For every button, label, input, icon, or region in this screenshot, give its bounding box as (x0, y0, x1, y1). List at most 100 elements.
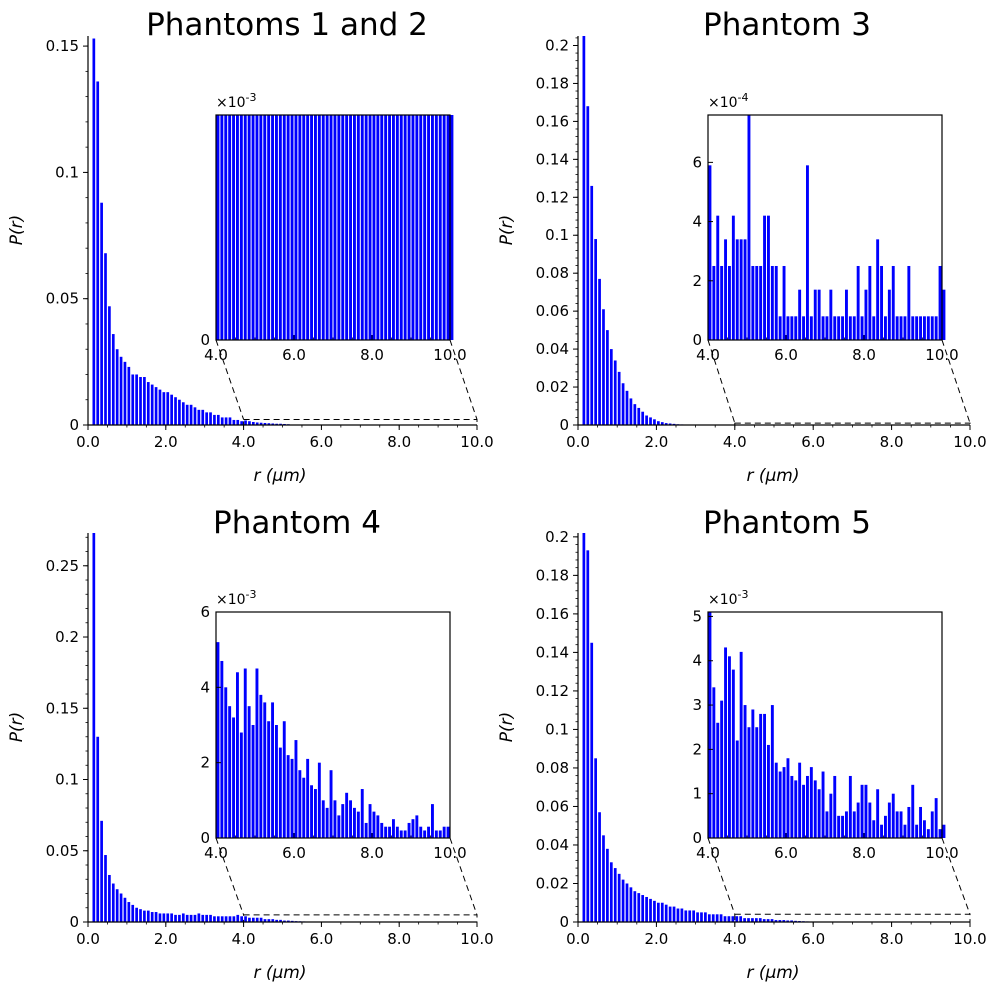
inset-bar (298, 770, 302, 838)
x-axis-label: r (μm) (253, 466, 306, 486)
multiplier-base: ×10 (216, 95, 246, 111)
bar (185, 914, 189, 922)
y-tick-label: 0.12 (536, 682, 569, 700)
zoom-region-box (734, 422, 971, 426)
bar (135, 907, 138, 922)
inset-bar (778, 316, 782, 340)
inset-bar (220, 660, 224, 838)
inset-bar (360, 115, 364, 340)
y-tick-label: 0.15 (46, 37, 79, 55)
bar (232, 419, 236, 425)
inset-bar (833, 316, 837, 340)
inset-x-tick-label: 10.0 (433, 346, 466, 364)
inset-bar (423, 830, 427, 838)
inset-bar (345, 792, 349, 838)
bar (170, 394, 173, 425)
bar (201, 914, 205, 922)
inset-bar (872, 820, 876, 838)
inset-bar (887, 289, 891, 340)
inset-bar (802, 316, 805, 340)
inset-bar (263, 115, 267, 340)
inset-bar (251, 115, 255, 340)
bar (657, 421, 660, 425)
inset-bar (271, 115, 274, 340)
inset-y-tick-label: 2 (200, 754, 210, 772)
x-tick-label: 10.0 (953, 930, 986, 948)
inset-x-tick-label: 6.0 (282, 346, 306, 364)
inset-bar (735, 239, 739, 340)
inset-bar (286, 115, 290, 340)
inset-bar (845, 811, 848, 838)
inset-bar (817, 789, 821, 838)
inset-scale-multiplier: ×10-3 (216, 91, 257, 111)
bar (123, 897, 127, 922)
bar (197, 913, 201, 922)
inset-bar (395, 115, 399, 340)
bar (641, 895, 645, 922)
zoom-region-box (243, 418, 478, 426)
y-tick-label: 0.06 (536, 302, 569, 320)
inset-bar (407, 822, 411, 838)
bar (582, 533, 586, 922)
inset-bar (860, 784, 864, 838)
bar (108, 874, 111, 922)
inset-bar (708, 612, 712, 838)
bar (146, 382, 150, 425)
inset-bar (899, 811, 903, 838)
inset-bar (286, 755, 290, 838)
inset-bar (290, 115, 294, 340)
bar (216, 916, 220, 922)
inset-background (708, 612, 942, 838)
inset-bar (848, 316, 852, 340)
bar (213, 414, 216, 425)
chart-title: Phantom 4 (213, 505, 381, 541)
inset-bar (767, 744, 770, 838)
inset-bar (786, 316, 790, 340)
bar (248, 421, 251, 425)
inset-bar (298, 115, 302, 340)
bar (220, 916, 224, 922)
inset-bar (356, 115, 360, 340)
bar (723, 916, 727, 922)
y-tick-label: 0.18 (536, 74, 569, 92)
inset-background (216, 115, 450, 340)
y-tick-label: 0 (559, 913, 569, 931)
inset-bar (360, 789, 364, 838)
bar (135, 374, 138, 425)
y-tick-label: 0.04 (536, 340, 569, 358)
inset-scale-multiplier: ×10-3 (708, 588, 749, 608)
x-tick-label: 6.0 (801, 433, 825, 451)
bar (613, 360, 617, 425)
inset-y-tick-label: 3 (692, 696, 702, 714)
inset-bar (720, 700, 724, 838)
inset-bar (275, 725, 278, 838)
x-tick-label: 2.0 (644, 433, 668, 451)
bar (115, 349, 119, 425)
bar (139, 377, 142, 425)
inset-bar (767, 215, 770, 340)
bar (209, 914, 212, 922)
bar (778, 920, 782, 922)
inset-bar (341, 115, 345, 340)
inset-y-tick-label: 4 (692, 652, 702, 670)
inset-bar (329, 770, 333, 838)
bar (755, 918, 758, 922)
bar (606, 848, 609, 922)
bar (197, 409, 201, 425)
chart-title: Phantoms 1 and 2 (146, 7, 428, 43)
bar (255, 917, 259, 922)
inset-bar (372, 811, 376, 838)
inset-y-tick-label: 0 (200, 331, 210, 349)
inset-bar (236, 115, 239, 340)
inset-bar (747, 727, 751, 838)
inset-bar (427, 115, 430, 340)
bar (119, 356, 123, 425)
bar (166, 913, 170, 922)
inset-bar (806, 775, 809, 838)
bar (617, 371, 621, 425)
bar (279, 919, 282, 922)
inset-bar (392, 819, 395, 838)
inset-x-tick-label: 4.0 (204, 346, 228, 364)
bar (664, 423, 668, 425)
multiplier-exponent: -3 (738, 588, 749, 601)
